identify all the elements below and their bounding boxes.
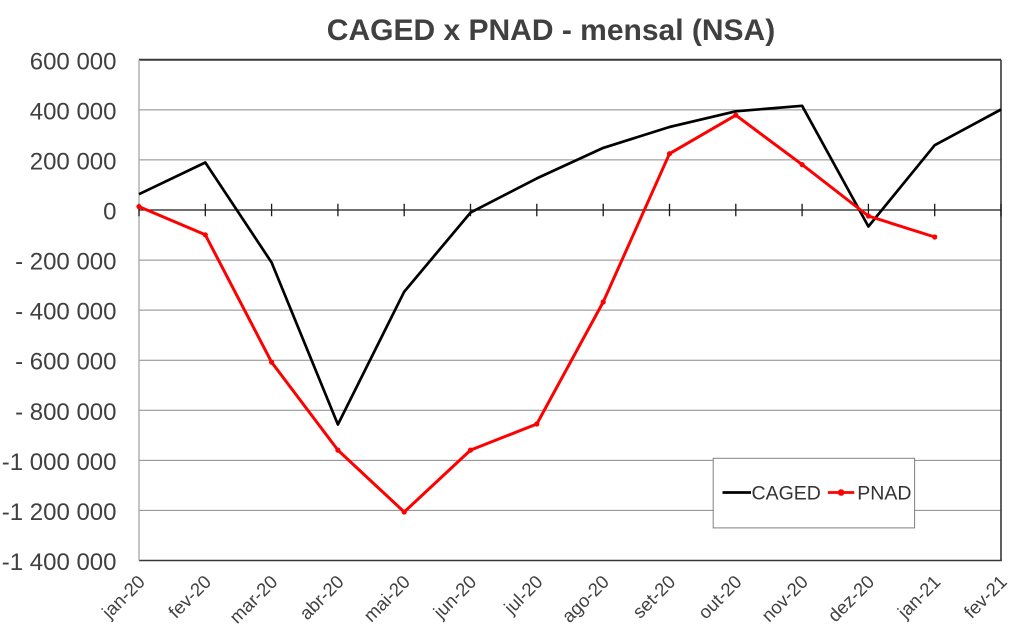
svg-text:-1 000 000: -1 000 000 <box>2 449 117 476</box>
svg-text:- 200 000: - 200 000 <box>15 249 116 276</box>
svg-text:- 800 000: - 800 000 <box>15 399 116 426</box>
svg-text:- 400 000: - 400 000 <box>15 299 116 326</box>
svg-text:0: 0 <box>103 199 116 226</box>
svg-text:CAGED x PNAD - mensal (NSA): CAGED x PNAD - mensal (NSA) <box>327 14 775 47</box>
svg-text:400 000: 400 000 <box>30 98 117 125</box>
svg-text:- 600 000: - 600 000 <box>15 349 116 376</box>
svg-text:-1 200 000: -1 200 000 <box>2 499 117 526</box>
svg-text:PNAD: PNAD <box>857 482 911 504</box>
svg-text:200 000: 200 000 <box>30 148 117 175</box>
svg-text:600 000: 600 000 <box>30 48 117 75</box>
svg-text:CAGED: CAGED <box>752 482 821 504</box>
svg-text:-1 400 000: -1 400 000 <box>2 549 117 576</box>
